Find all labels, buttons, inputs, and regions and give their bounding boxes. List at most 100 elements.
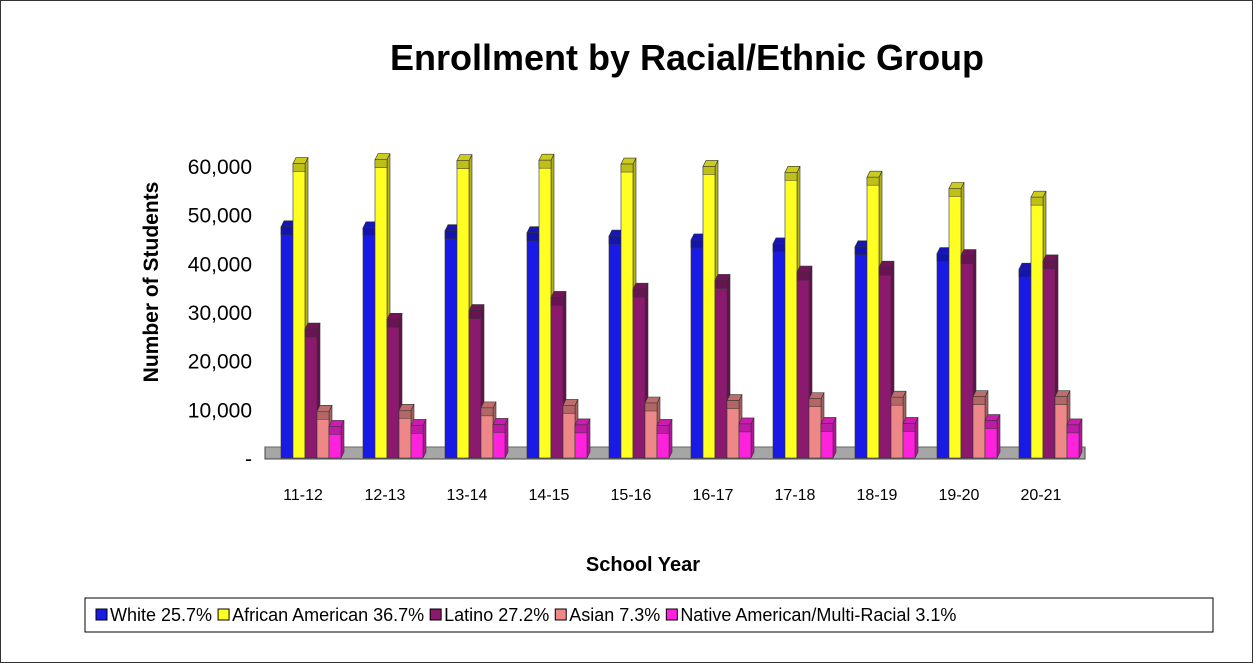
bar-front — [280, 226, 294, 459]
bar-cap — [398, 410, 412, 419]
bar-top — [550, 291, 567, 298]
bar-front — [304, 328, 318, 459]
bar-top — [972, 390, 989, 397]
y-tick-label: 30,000 — [188, 302, 252, 325]
bar-front — [374, 159, 388, 459]
bar-front — [948, 188, 962, 459]
bar-front — [386, 318, 400, 459]
legend-swatch — [554, 608, 567, 621]
legend-item: Native American/Multi-Racial 3.1% — [665, 605, 956, 625]
bar-top — [1042, 254, 1059, 262]
bar-cap — [984, 420, 998, 429]
bar-front — [714, 280, 728, 459]
bar-cap — [574, 424, 588, 434]
bar-front — [620, 163, 634, 459]
bar-top — [574, 418, 591, 426]
bar — [820, 417, 837, 459]
bar-cap — [410, 425, 424, 434]
bar-side — [504, 418, 509, 459]
bar-top — [948, 182, 965, 189]
bar-cap — [444, 230, 458, 239]
y-tick-label: 60,000 — [188, 156, 252, 179]
bar-top — [410, 419, 427, 426]
bar-top — [456, 154, 473, 161]
legend-item: White 25.7% — [95, 605, 212, 625]
bar-cap — [608, 235, 622, 245]
bar-front — [866, 176, 880, 459]
legend-box — [84, 597, 1214, 633]
legend-swatch — [217, 608, 230, 621]
bar-cap — [468, 310, 482, 319]
bar-front — [608, 235, 622, 459]
bar-front — [960, 255, 974, 459]
x-tick-label: 14-15 — [529, 487, 570, 504]
bar-front — [362, 227, 376, 459]
bar-top — [796, 265, 813, 273]
bar-side — [914, 417, 919, 459]
bar-side — [996, 414, 1001, 459]
legend-label: African American 36.7% — [232, 605, 424, 625]
bar-front — [444, 230, 458, 459]
bar — [1066, 418, 1083, 459]
bar-cap — [656, 425, 670, 434]
bar-cap — [878, 266, 892, 276]
bar-cap — [1042, 260, 1056, 270]
y-tick-label: 50,000 — [188, 205, 252, 228]
bar-cap — [738, 423, 752, 433]
bar-cap — [1018, 268, 1032, 278]
bar-top — [632, 282, 649, 290]
x-tick-label: 18-19 — [857, 487, 898, 504]
bar — [902, 417, 919, 459]
bar-top — [866, 170, 883, 178]
bar-cap — [456, 160, 470, 169]
x-tick-label: 13-14 — [447, 487, 488, 504]
bar-cap — [784, 172, 798, 181]
bar-cap — [960, 255, 974, 264]
bar — [410, 419, 427, 459]
bar — [960, 249, 977, 459]
bar-cap — [304, 328, 318, 338]
legend-label: Native American/Multi-Racial 3.1% — [680, 605, 956, 625]
bar-cap — [866, 176, 880, 186]
bar-front — [854, 246, 868, 459]
bar-cap — [808, 398, 822, 407]
bar-cap — [480, 407, 494, 417]
bar-cap — [328, 426, 342, 435]
bar-front — [1054, 396, 1068, 459]
bar-top — [620, 157, 637, 165]
bar — [738, 417, 755, 459]
bar-cap — [1054, 396, 1068, 405]
bar-cap — [362, 227, 376, 237]
bar-cap — [796, 271, 810, 281]
bar-cap — [726, 400, 740, 409]
bar-side — [668, 419, 673, 459]
bar-front — [550, 297, 564, 459]
bar-cap — [550, 297, 564, 306]
bar-cap — [772, 243, 786, 253]
bar-front — [784, 172, 798, 459]
legend-label: Latino 27.2% — [444, 605, 549, 625]
x-tick-label: 11-12 — [283, 487, 323, 504]
y-tick-label: 40,000 — [188, 253, 252, 276]
bar-front — [632, 288, 646, 459]
bar-top — [480, 401, 497, 409]
bar-cap — [492, 424, 506, 433]
bar — [632, 282, 649, 459]
bar-top — [644, 396, 661, 404]
legend-swatch — [95, 608, 108, 621]
bar-cap — [316, 411, 330, 420]
bar-top — [374, 153, 391, 160]
bar-front — [538, 159, 552, 459]
bar-top — [398, 404, 415, 411]
bar — [468, 304, 485, 459]
bar — [574, 418, 591, 459]
bar-cap — [538, 159, 552, 169]
bar-top — [820, 417, 837, 424]
bar-side — [750, 417, 755, 459]
bar-top — [492, 418, 509, 425]
bar-top — [984, 414, 1001, 421]
bar-top — [808, 392, 825, 399]
bar-top — [292, 157, 309, 164]
bar — [492, 418, 509, 459]
bar-cap — [948, 188, 962, 197]
